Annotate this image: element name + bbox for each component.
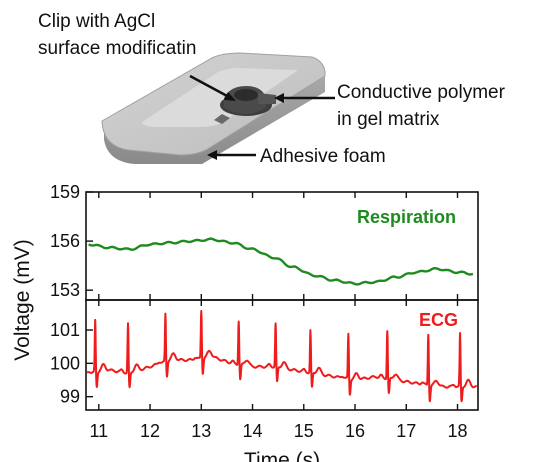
respiration-y-tick-label: 156 — [50, 231, 80, 251]
x-tick-label: 17 — [396, 421, 416, 441]
respiration-y-tick-label: 159 — [50, 182, 80, 202]
electrode-illustration — [101, 52, 335, 164]
y-axis-label: Voltage (mV) — [11, 239, 34, 360]
respiration-series-label: Respiration — [357, 207, 456, 227]
foam-callout: Adhesive foam — [260, 146, 386, 167]
polymer-callout-line1: Conductive polymer — [337, 82, 505, 103]
x-tick-label: 18 — [447, 421, 467, 441]
x-tick-label: 11 — [89, 421, 108, 441]
ecg-series-line — [86, 310, 478, 403]
ecg-series-label: ECG — [419, 310, 458, 330]
ecg-chart: 101 100 99 ECG — [50, 299, 479, 411]
ecg-y-tick-label: 100 — [50, 353, 80, 373]
x-tick-label: 14 — [243, 421, 263, 441]
callout-arrows — [189, 74, 335, 160]
x-tick-label: 13 — [191, 421, 211, 441]
clip-callout-line2: surface modificatin — [38, 38, 197, 59]
clip-callout-line1: Clip with AgCl — [38, 11, 156, 32]
ecg-plot-frame — [85, 299, 479, 411]
ecg-y-tick-label: 101 — [50, 320, 80, 340]
respiration-y-tick-label: 153 — [50, 280, 80, 300]
x-tick-label: 12 — [140, 421, 160, 441]
x-axis-label: Time (s) — [244, 449, 320, 462]
x-tick-label: 16 — [345, 421, 365, 441]
ecg-y-tick-label: 99 — [60, 387, 80, 407]
polymer-callout-line2: in gel matrix — [337, 109, 440, 130]
x-tick-label: 15 — [294, 421, 314, 441]
respiration-chart: 159 156 153 Respiration — [50, 182, 479, 301]
respiration-series-line — [88, 237, 474, 286]
gel-surface — [142, 68, 298, 127]
